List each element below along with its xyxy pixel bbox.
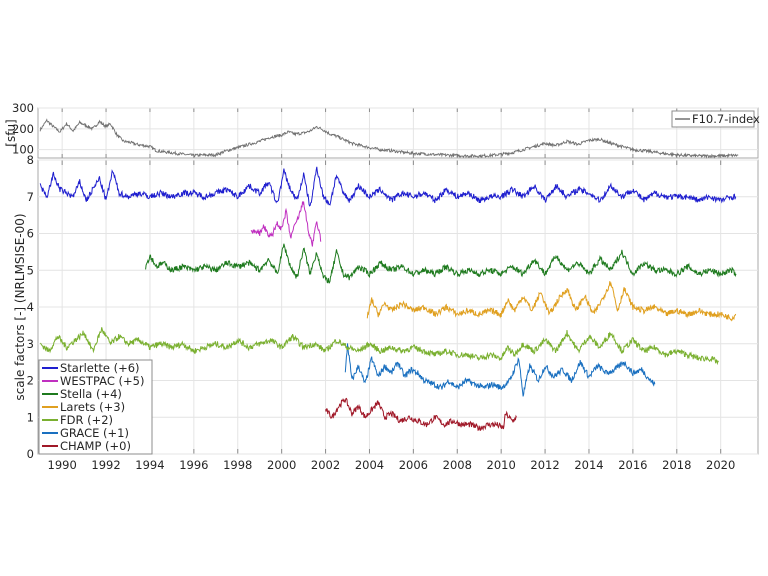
y-tick-label: 7 [27, 190, 34, 204]
f107-legend: F10.7-index [671, 110, 760, 128]
x-tick-label: 1990 [48, 458, 77, 472]
f107-legend-box [671, 110, 755, 128]
x-tick-label: 2000 [267, 458, 296, 472]
scale-factor-series [39, 166, 737, 432]
series-fdr [40, 327, 719, 366]
x-tick-label: 1998 [223, 458, 252, 472]
x-tick-label: 1994 [135, 458, 164, 472]
y-tick-label: 4 [27, 300, 34, 314]
y-tick-label: 200 [12, 122, 34, 136]
y-tick-label: 5 [27, 263, 34, 277]
series-westpac [250, 201, 322, 247]
x-axis-ticks: 1990 1992 1994 1996 1998 2000 2002 2004 2006 2008… [48, 458, 736, 472]
f107-series [39, 118, 739, 159]
legend-label-champ: CHAMP (+0) [60, 439, 131, 453]
legend-label-grace: GRACE (+1) [60, 426, 129, 440]
f107-panel: 100 200 300 [sfu] F10.7-index [4, 101, 760, 159]
scale-factor-panel: 0 1 2 3 4 5 6 7 8 1990 1992 1994 1996 1998 2000 2002 20… [13, 153, 759, 472]
series-champ [325, 397, 517, 432]
x-tick-label: 2014 [574, 458, 603, 472]
x-tick-label: 2002 [311, 458, 340, 472]
legend-label-larets: Larets (+3) [60, 400, 125, 414]
legend-label-starlette: Starlette (+6) [60, 361, 140, 375]
legend-label-fdr: FDR (+2) [60, 413, 113, 427]
x-tick-label: 2020 [706, 458, 735, 472]
x-tick-label: 2018 [662, 458, 691, 472]
x-tick-label: 2004 [355, 458, 384, 472]
scale-factor-y-axis-label: scale factors [-] (NRLMSISE-00) [13, 213, 27, 400]
x-tick-label: 2008 [443, 458, 472, 472]
series-f107 [39, 118, 739, 159]
y-tick-label: 0 [27, 447, 34, 461]
f107-y-axis-label: [sfu] [4, 119, 18, 146]
scale-factor-legend: Starlette (+6)WESTPAC (+5)Stella (+4)Lar… [38, 359, 153, 455]
y-tick-label: 3 [27, 337, 34, 351]
legend-label-stella: Stella (+4) [60, 387, 122, 401]
series-starlette [39, 166, 737, 207]
f107-legend-label: F10.7-index [692, 112, 760, 126]
x-tick-label: 2010 [487, 458, 516, 472]
series-grace [344, 343, 656, 397]
scale-factor-y-ticks: 0 1 2 3 4 5 6 7 8 [27, 153, 34, 461]
f107-y-ticks: 100 200 300 [12, 101, 34, 157]
x-tick-label: 2012 [530, 458, 559, 472]
y-tick-label: 8 [27, 153, 34, 167]
legend-label-westpac: WESTPAC (+5) [60, 374, 144, 388]
x-tick-label: 1992 [91, 458, 120, 472]
x-tick-label: 2016 [618, 458, 647, 472]
series-stella [145, 243, 737, 284]
y-tick-label: 6 [27, 227, 34, 241]
y-tick-label: 2 [27, 374, 34, 388]
y-tick-label: 100 [12, 143, 34, 157]
x-tick-label: 1996 [179, 458, 208, 472]
series-larets [366, 281, 737, 322]
y-tick-label: 1 [27, 410, 34, 424]
y-tick-label: 300 [12, 101, 34, 115]
x-tick-label: 2006 [399, 458, 428, 472]
